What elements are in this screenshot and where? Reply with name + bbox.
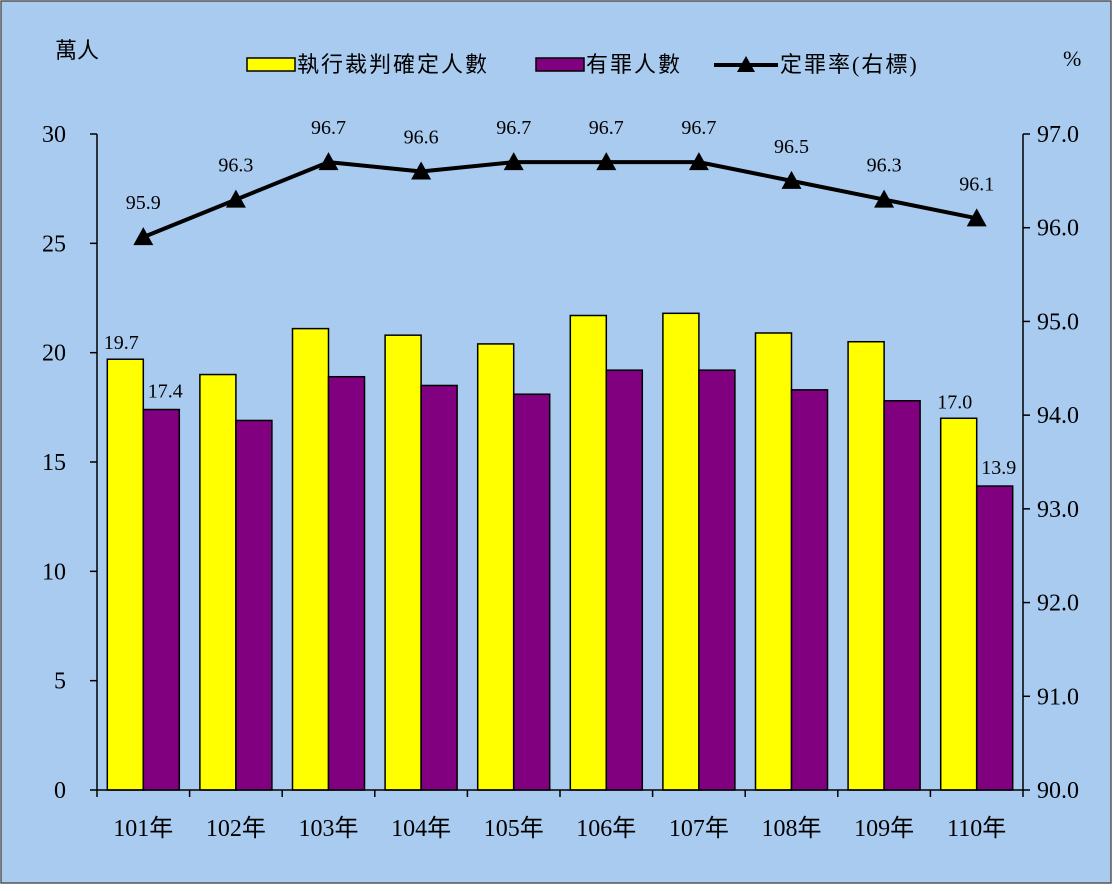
bar-executed — [106, 358, 145, 791]
bar-convicted — [512, 393, 551, 791]
rate-point — [781, 170, 802, 189]
right-axis-tick-label: 91.0 — [1037, 684, 1079, 710]
rate-point — [225, 189, 246, 208]
bar-convicted — [790, 389, 829, 791]
bar-executed — [291, 327, 330, 791]
bar-executed — [662, 312, 700, 791]
bar-convicted-data-label: 17.4 — [148, 381, 183, 403]
x-axis-category-label: 109年 — [854, 815, 914, 842]
right-axis-unit: % — [1063, 46, 1081, 71]
rate-point — [874, 189, 895, 208]
legend-label-executed: 執行裁判確定人數 — [297, 52, 489, 77]
bar-convicted — [420, 384, 458, 791]
bar-executed — [384, 334, 422, 791]
x-axis-category-label: 110年 — [947, 815, 1006, 842]
x-axis-category-label: 107年 — [669, 815, 729, 842]
rate-data-label: 96.6 — [404, 126, 439, 148]
rate-point — [318, 152, 339, 171]
x-axis-category-label: 103年 — [299, 815, 359, 842]
rate-data-label: 96.5 — [774, 136, 809, 158]
labels-layer: 95.9 96.3 96.7 96.6 96.7 96.7 96.7 96.5 96.3 96.1… — [104, 117, 1016, 479]
rate-point — [411, 161, 432, 180]
right-axis-tick-label: 93.0 — [1037, 497, 1079, 523]
rate-data-label: 96.3 — [218, 155, 253, 177]
left-axis-tick-label: 5 — [54, 669, 66, 695]
rate-line — [142, 160, 978, 239]
bar-convicted — [142, 408, 181, 791]
rate-data-label: 96.7 — [311, 117, 346, 139]
right-axis-tick-label: 94.0 — [1037, 403, 1079, 429]
rate-data-label: 96.7 — [681, 117, 716, 139]
right-axis-tick-label: 97.0 — [1037, 122, 1079, 148]
right-axis-tick-label: 90.0 — [1037, 778, 1079, 804]
rate-data-label: 96.7 — [589, 117, 624, 139]
right-axis-tick-label: 95.0 — [1037, 309, 1079, 335]
legend-swatch-rate-marker — [737, 56, 755, 72]
bar-convicted — [975, 485, 1014, 791]
bar-executed — [476, 343, 515, 791]
bar-convicted — [605, 369, 644, 791]
rate-point — [503, 152, 524, 171]
right-axis-tick-label: 96.0 — [1037, 216, 1079, 242]
axes-layer: 0 5 10 15 20 25 30 90.0 91.0 92.0 93.0 94.0 95.0 96.0… — [42, 122, 1079, 842]
bar-convicted — [883, 400, 921, 791]
x-axis-category-label: 101年 — [113, 815, 173, 842]
bar-executed — [939, 417, 978, 791]
left-axis-tick-label: 15 — [42, 450, 66, 476]
left-axis-tick-label: 30 — [42, 122, 66, 148]
bar-executed-data-label: 19.7 — [104, 332, 139, 354]
bar-executed — [754, 332, 793, 791]
rate-point — [596, 152, 617, 171]
left-axis-tick-label: 25 — [42, 231, 66, 257]
line-layer — [133, 152, 987, 246]
left-axis-tick-label: 0 — [54, 778, 66, 804]
rate-point — [966, 208, 987, 227]
rate-point — [133, 227, 154, 246]
bar-convicted — [698, 369, 736, 791]
bar-executed — [847, 340, 885, 791]
bar-convicted — [327, 375, 366, 791]
rate-data-label: 96.3 — [867, 155, 902, 177]
legend-label-rate: 定罪率(右標) — [780, 52, 919, 77]
legend-swatch-executed — [246, 57, 296, 72]
left-axis-tick-label: 10 — [42, 559, 66, 585]
bar-convicted — [235, 419, 273, 791]
rate-data-label: 96.7 — [496, 117, 531, 139]
legend: 執行裁判確定人數 有罪人數 定罪率(右標) — [246, 52, 919, 77]
rate-data-label: 95.9 — [126, 192, 161, 214]
rate-data-label: 96.1 — [959, 173, 994, 195]
bar-executed — [569, 314, 608, 791]
right-axis-tick-label: 92.0 — [1037, 591, 1079, 617]
bar-executed — [199, 373, 237, 791]
left-axis-tick-label: 20 — [42, 341, 66, 367]
bar-convicted-data-label: 13.9 — [981, 457, 1016, 479]
bars-layer — [106, 312, 1014, 791]
bar-executed-data-label: 17.0 — [937, 391, 972, 413]
x-axis-category-label: 108年 — [762, 815, 822, 842]
left-axis-unit: 萬人 — [55, 38, 99, 63]
x-axis-category-label: 104年 — [391, 815, 451, 842]
legend-label-convicted: 有罪人數 — [586, 52, 682, 77]
x-axis-category-label: 105年 — [484, 815, 544, 842]
x-axis-category-label: 102年 — [206, 815, 266, 842]
x-axis-category-label: 106年 — [576, 815, 636, 842]
rate-point — [688, 152, 709, 171]
legend-swatch-convicted — [535, 57, 585, 72]
